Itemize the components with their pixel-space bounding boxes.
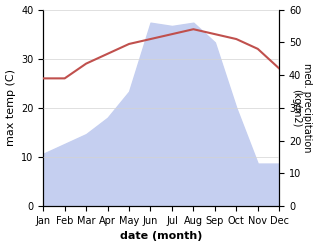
Y-axis label: max temp (C): max temp (C) xyxy=(5,69,16,146)
X-axis label: date (month): date (month) xyxy=(120,231,203,242)
Y-axis label: med. precipitation
(kg/m2): med. precipitation (kg/m2) xyxy=(291,63,313,153)
